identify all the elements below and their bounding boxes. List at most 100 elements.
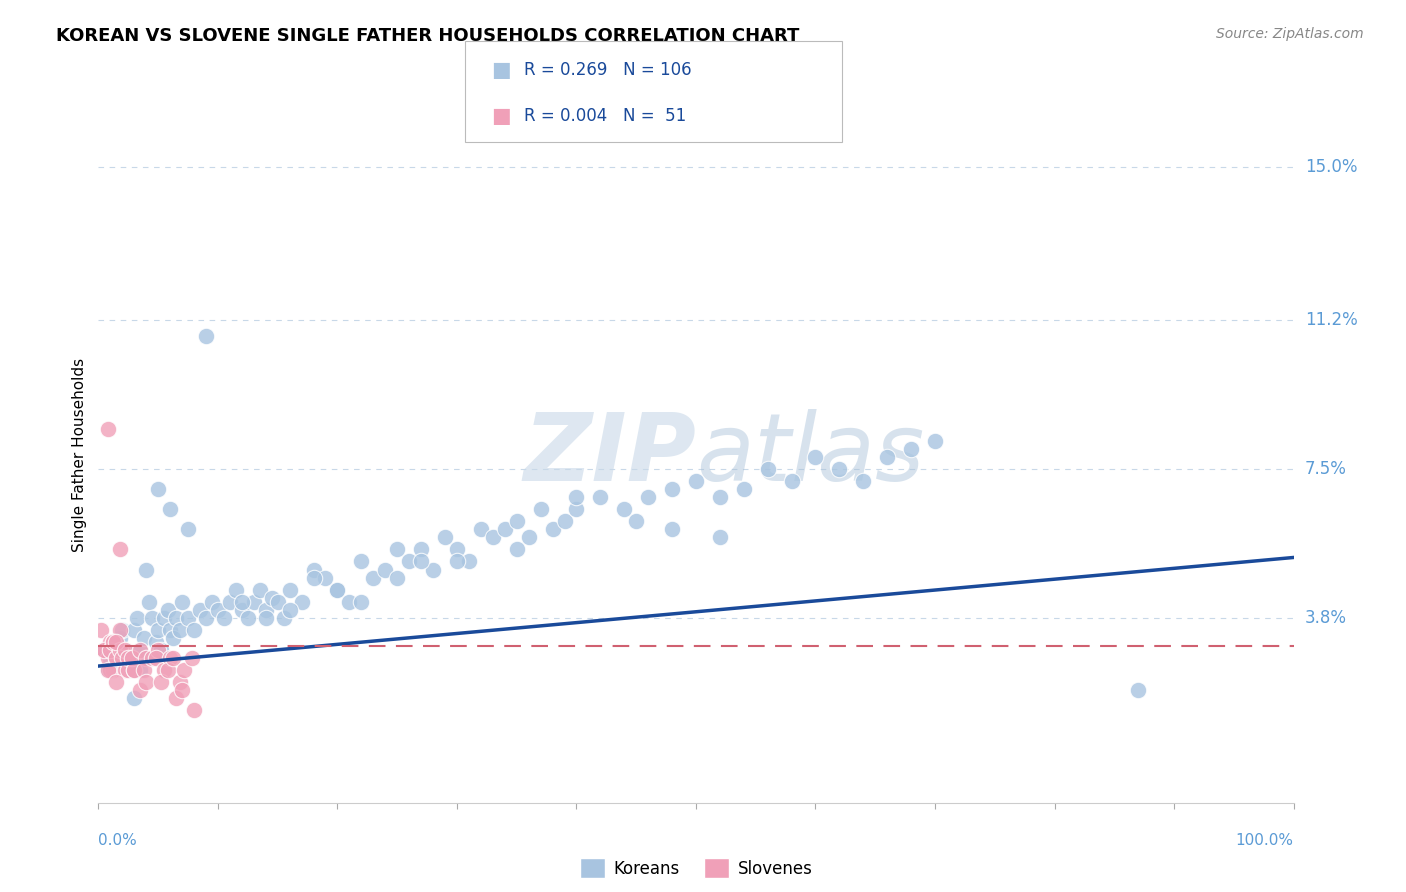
Point bbox=[97, 422, 120, 436]
Point bbox=[108, 542, 131, 557]
Point bbox=[565, 490, 588, 504]
Point bbox=[624, 514, 647, 528]
Point bbox=[1128, 683, 1150, 698]
Point bbox=[709, 490, 731, 504]
Point bbox=[105, 643, 128, 657]
Point bbox=[135, 651, 157, 665]
Point bbox=[129, 663, 152, 677]
Text: 7.5%: 7.5% bbox=[1305, 460, 1347, 478]
Point bbox=[541, 522, 564, 536]
Point bbox=[93, 643, 115, 657]
Point bbox=[231, 595, 253, 609]
Point bbox=[326, 582, 349, 597]
Point bbox=[207, 603, 229, 617]
Point bbox=[156, 663, 179, 677]
Text: 100.0%: 100.0% bbox=[1236, 833, 1294, 848]
Point bbox=[260, 591, 283, 605]
Point bbox=[98, 663, 122, 677]
Point bbox=[162, 651, 184, 665]
Point bbox=[97, 651, 120, 665]
Point bbox=[97, 663, 120, 677]
Point bbox=[180, 651, 202, 665]
Point bbox=[661, 482, 683, 496]
Point bbox=[129, 643, 152, 657]
Point bbox=[117, 651, 139, 665]
Point bbox=[828, 462, 851, 476]
Legend: Koreans, Slovenes: Koreans, Slovenes bbox=[572, 851, 820, 885]
Point bbox=[129, 643, 152, 657]
Point bbox=[350, 595, 373, 609]
Point bbox=[506, 542, 529, 557]
Point bbox=[101, 663, 124, 677]
Point bbox=[446, 542, 468, 557]
Point bbox=[177, 522, 200, 536]
Point bbox=[169, 623, 191, 637]
Point bbox=[135, 675, 157, 690]
Point bbox=[98, 635, 122, 649]
Y-axis label: Single Father Households: Single Father Households bbox=[72, 358, 87, 552]
Point bbox=[613, 502, 636, 516]
Point bbox=[156, 603, 179, 617]
Point bbox=[183, 703, 205, 717]
Point bbox=[108, 643, 131, 657]
Point bbox=[172, 595, 194, 609]
Point bbox=[121, 651, 143, 665]
Point bbox=[852, 474, 875, 488]
Point bbox=[225, 582, 247, 597]
Text: 11.2%: 11.2% bbox=[1305, 311, 1357, 329]
Point bbox=[506, 514, 529, 528]
Point bbox=[363, 571, 385, 585]
Point bbox=[350, 554, 373, 568]
Point bbox=[278, 603, 301, 617]
Point bbox=[194, 611, 217, 625]
Point bbox=[481, 530, 505, 544]
Point bbox=[105, 655, 128, 669]
Point bbox=[105, 651, 128, 665]
Point bbox=[111, 651, 134, 665]
Point bbox=[121, 663, 143, 677]
Point bbox=[159, 623, 181, 637]
Point bbox=[173, 663, 195, 677]
Point bbox=[135, 651, 157, 665]
Point bbox=[685, 474, 707, 488]
Point bbox=[254, 611, 277, 625]
Point bbox=[273, 611, 295, 625]
Point bbox=[162, 631, 184, 645]
Point bbox=[108, 631, 131, 645]
Text: 3.8%: 3.8% bbox=[1305, 609, 1347, 627]
Point bbox=[398, 554, 420, 568]
Point bbox=[111, 623, 134, 637]
Text: 0.0%: 0.0% bbox=[98, 833, 138, 848]
Point bbox=[433, 530, 456, 544]
Text: atlas: atlas bbox=[696, 409, 924, 500]
Point bbox=[900, 442, 922, 456]
Point bbox=[529, 502, 551, 516]
Point bbox=[105, 635, 128, 649]
Point bbox=[422, 562, 444, 576]
Point bbox=[93, 643, 115, 657]
Point bbox=[149, 643, 172, 657]
Point bbox=[290, 595, 312, 609]
Point bbox=[212, 611, 235, 625]
Point bbox=[90, 623, 112, 637]
Point bbox=[124, 691, 146, 706]
Point bbox=[138, 595, 160, 609]
Point bbox=[411, 542, 433, 557]
Point bbox=[236, 611, 259, 625]
Text: ZIP: ZIP bbox=[523, 409, 696, 501]
Point bbox=[756, 462, 779, 476]
Point bbox=[149, 675, 172, 690]
Point bbox=[124, 663, 146, 677]
Point bbox=[709, 530, 731, 544]
Point bbox=[132, 663, 155, 677]
Point bbox=[494, 522, 516, 536]
Point bbox=[165, 611, 187, 625]
Point bbox=[124, 663, 146, 677]
Point bbox=[733, 482, 755, 496]
Point bbox=[117, 651, 139, 665]
Point bbox=[194, 329, 217, 343]
Point bbox=[326, 582, 349, 597]
Point bbox=[153, 663, 176, 677]
Point bbox=[589, 490, 612, 504]
Point bbox=[148, 482, 170, 496]
